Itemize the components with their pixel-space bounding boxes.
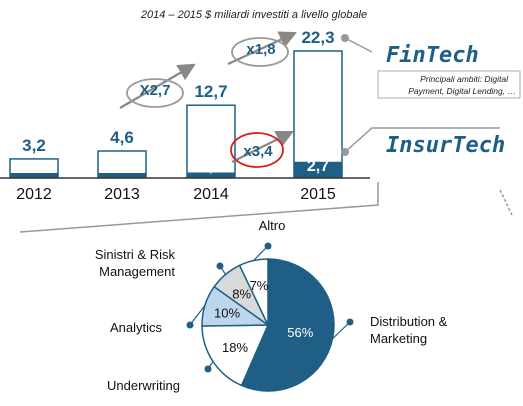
fintech-label: FinTech (386, 43, 479, 68)
bar-fintech-2013 (97, 150, 147, 178)
pie-category-label-2: Underwriting (107, 378, 180, 393)
chart-title: 2014 – 2015 $ miliardi investiti a livel… (140, 9, 367, 21)
value-label-fintech-2013: 4,6 (110, 128, 134, 147)
pie-chart: 56% Distribution & Marketing 18% Underwritin… (95, 218, 448, 393)
growth-annotations: X2,7 x1,8 x3,4 (119, 31, 297, 168)
pie-slice-5 (238, 258, 269, 326)
bar-chart: 3,2 2012 4,6 2013 12,7 0,8 2014 22,3 2,7 2015 (9, 28, 343, 203)
zoom-line-right (499, 189, 513, 216)
pie-connector-dot-3 (186, 321, 194, 329)
bar-insurtech-2014 (187, 172, 235, 177)
pie-category-label-3: Analytics (110, 320, 163, 335)
pie-category-label-1: Distribution & Marketing (370, 314, 448, 346)
pie-slice-1 (240, 258, 335, 392)
pie-connector-dot-2 (204, 365, 212, 373)
fintech-connector (344, 37, 373, 53)
growth-arrow-2 (227, 31, 297, 65)
zoom-line-left (19, 182, 379, 233)
pie-connector-1 (332, 321, 351, 339)
value-label-insurtech-2015: 2,7 (307, 158, 329, 175)
pie-value-label-1: 56% (287, 325, 313, 340)
zoom-lines (19, 182, 513, 233)
bar-insurtech-2013 (98, 173, 146, 177)
bar-fintech-2014 (186, 104, 236, 178)
pie-value-label-2: 18% (222, 340, 248, 355)
tick-label-2012: 2012 (16, 186, 52, 203)
growth-label-1: X2,7 (140, 82, 171, 99)
growth-arrow-3 (231, 131, 294, 163)
growth-label-2: x1,8 (246, 41, 275, 58)
insurtech-dot (341, 148, 349, 156)
pie-connector-dot-1 (346, 318, 354, 326)
pie-value-label-3: 10% (214, 305, 240, 320)
fintech-callout: FinTech Principali ambiti: Digital Payme… (341, 34, 521, 99)
pie-category-label-4: Sinistri & Risk Management (95, 247, 176, 279)
fintech-note-line1: Principali ambiti: Digital (420, 74, 509, 84)
bar-insurtech-2012 (10, 173, 58, 177)
insurtech-callout: InsurTech (341, 127, 505, 158)
value-label-fintech-2015: 22,3 (301, 28, 334, 47)
growth-ellipse-1 (126, 78, 184, 108)
pie-connector-dot-5 (264, 242, 272, 250)
tick-label-2014: 2014 (193, 186, 229, 203)
pie-connector-3 (189, 305, 206, 326)
bar-insurtech-2015 (294, 161, 342, 177)
growth-ellipse-2 (231, 37, 289, 67)
tick-label-2015: 2015 (300, 186, 336, 203)
pie-value-label-5: 7% (250, 278, 269, 293)
value-label-fintech-2012: 3,2 (22, 136, 46, 155)
insurtech-label: InsurTech (386, 133, 505, 158)
growth-ellipse-3 (230, 132, 284, 168)
growth-label-3: x3,4 (243, 143, 273, 160)
insurtech-connector (344, 127, 500, 153)
value-label-insurtech-2014: 0,8 (200, 158, 222, 175)
pie-category-label-5: Altro (259, 218, 286, 233)
fintech-note-line2: Payment, Digital Lending, … (408, 86, 516, 96)
pie-connector-dot-4 (216, 262, 224, 270)
fintech-note-box (377, 70, 521, 99)
bar-fintech-2015 (293, 50, 343, 178)
tick-label-2013: 2013 (104, 186, 140, 203)
pie-value-label-4: 8% (232, 287, 251, 302)
value-label-fintech-2014: 12,7 (194, 82, 227, 101)
fintech-dot (341, 34, 349, 42)
